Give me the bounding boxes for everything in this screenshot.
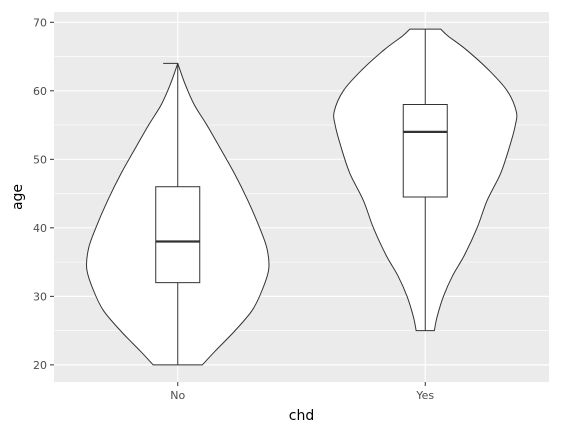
y-axis: 20 30 40 50 60 70 bbox=[33, 16, 54, 372]
y-tick-label: 20 bbox=[33, 359, 47, 372]
y-axis-title: age bbox=[10, 184, 26, 210]
box-yes bbox=[402, 104, 448, 198]
x-tick-label: Yes bbox=[415, 389, 434, 402]
y-tick-label: 60 bbox=[33, 85, 47, 98]
y-tick-label: 30 bbox=[33, 290, 47, 303]
box-no bbox=[155, 186, 201, 284]
y-tick-label: 70 bbox=[33, 16, 47, 29]
x-axis: No Yes bbox=[170, 382, 434, 402]
boxplots bbox=[155, 29, 448, 365]
x-axis-title: chd bbox=[289, 408, 314, 424]
x-tick-label: No bbox=[170, 389, 185, 402]
y-tick-label: 40 bbox=[33, 222, 47, 235]
y-tick-label: 50 bbox=[33, 153, 47, 166]
